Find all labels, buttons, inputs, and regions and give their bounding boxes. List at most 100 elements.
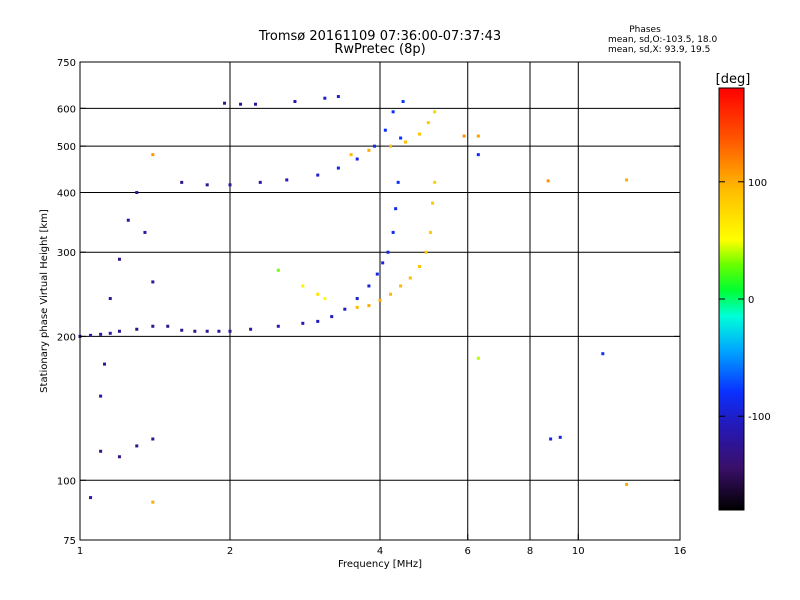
y-tick-label: 75 xyxy=(63,536,76,547)
y-tick-label: 600 xyxy=(57,104,76,115)
point-o-mode xyxy=(108,331,112,335)
point-o-mode xyxy=(89,333,93,337)
point-o-mode xyxy=(166,324,170,328)
point-o-mode xyxy=(367,284,371,288)
point-o-mode xyxy=(401,100,405,104)
point-o-mode xyxy=(249,327,253,331)
point-o-mode xyxy=(558,435,562,439)
point-o-mode xyxy=(151,280,155,284)
point-o-mode xyxy=(135,190,139,194)
point-o-mode xyxy=(391,230,395,234)
point-o-mode xyxy=(117,329,121,333)
point-o-mode xyxy=(180,328,184,332)
point-o-mode xyxy=(253,102,257,106)
grid-lines xyxy=(80,62,680,540)
point-x-mode xyxy=(378,298,382,302)
point-x-mode xyxy=(403,140,407,144)
point-o-mode xyxy=(126,218,130,222)
point-o-mode xyxy=(239,102,243,106)
y-tick-label: 300 xyxy=(57,248,76,259)
x-tick-label: 8 xyxy=(527,546,533,557)
point-x-mode xyxy=(476,356,480,360)
point-o-mode xyxy=(375,272,379,276)
point-x-mode xyxy=(408,276,412,280)
x-axis-label: Frequency [MHz] xyxy=(338,559,422,570)
phase-stats-heading: Phases xyxy=(629,25,661,35)
colorbar-ticks: 100 0 -100 xyxy=(719,178,771,423)
point-o-mode xyxy=(193,329,197,333)
point-x-mode xyxy=(367,148,371,152)
point-o-mode xyxy=(89,496,93,500)
point-x-mode xyxy=(426,121,430,125)
colorbar-tick-label: -100 xyxy=(748,412,771,423)
x-tick-labels: 1 2 4 6 8 10 16 xyxy=(77,546,687,557)
point-o-mode xyxy=(383,128,387,132)
x-tick-label: 4 xyxy=(377,546,383,557)
x-tick-label: 2 xyxy=(227,546,233,557)
point-x-mode xyxy=(546,179,550,183)
point-x-mode xyxy=(389,144,393,148)
x-tick-label: 1 xyxy=(77,546,83,557)
point-o-mode xyxy=(323,96,327,100)
data-points xyxy=(78,95,629,504)
point-x-mode xyxy=(367,304,371,308)
point-o-mode xyxy=(205,183,209,187)
point-o-mode xyxy=(180,180,184,184)
point-x-mode xyxy=(316,292,320,296)
y-tick-label: 500 xyxy=(57,142,76,153)
point-x-mode xyxy=(625,178,629,182)
point-x-mode xyxy=(625,482,629,486)
x-tick-label: 6 xyxy=(465,546,471,557)
y-axis-label: Stationary phase Virtual Height [km] xyxy=(39,209,50,393)
point-x-mode xyxy=(433,180,437,184)
point-o-mode xyxy=(381,261,385,265)
point-x-mode xyxy=(389,292,393,296)
point-x-mode xyxy=(276,268,280,272)
point-o-mode xyxy=(316,173,320,177)
point-x-mode xyxy=(349,153,353,157)
point-x-mode xyxy=(301,284,305,288)
point-o-mode xyxy=(99,394,103,398)
x-tick-label: 16 xyxy=(674,546,687,557)
point-o-mode xyxy=(396,180,400,184)
point-o-mode xyxy=(108,297,112,301)
phase-stats-o: mean, sd,O:-103.5, 18.0 xyxy=(608,35,718,45)
point-x-mode xyxy=(431,201,435,205)
colorbar-tick-label: 0 xyxy=(748,295,754,306)
phase-stats-x: mean, sd,X: 93.9, 19.5 xyxy=(608,45,710,55)
y-tick-label: 200 xyxy=(57,332,76,343)
point-x-mode xyxy=(462,134,466,138)
y-tick-label: 750 xyxy=(57,58,76,69)
point-x-mode xyxy=(355,305,359,309)
point-o-mode xyxy=(223,101,227,105)
point-o-mode xyxy=(228,183,232,187)
point-o-mode xyxy=(301,321,305,325)
point-o-mode xyxy=(391,110,395,114)
point-o-mode xyxy=(103,362,107,366)
colorbar-tick-label: 100 xyxy=(748,178,767,189)
point-o-mode xyxy=(151,324,155,328)
point-o-mode xyxy=(117,257,121,261)
point-o-mode xyxy=(373,144,377,148)
point-o-mode xyxy=(386,250,390,254)
point-x-mode xyxy=(433,110,437,114)
chart-subtitle: RwPretec (8p) xyxy=(334,42,425,57)
point-o-mode xyxy=(285,178,289,182)
point-o-mode xyxy=(293,100,297,104)
point-o-mode xyxy=(355,157,359,161)
point-o-mode xyxy=(399,136,403,140)
point-o-mode xyxy=(151,437,155,441)
point-x-mode xyxy=(428,230,432,234)
point-o-mode xyxy=(343,307,347,311)
point-o-mode xyxy=(336,166,340,170)
point-o-mode xyxy=(276,324,280,328)
point-o-mode xyxy=(330,315,334,319)
point-o-mode xyxy=(549,437,553,441)
point-x-mode xyxy=(399,284,403,288)
point-o-mode xyxy=(117,455,121,459)
y-tick-label: 100 xyxy=(57,476,76,487)
chart-title: Tromsø 20161109 07:36:00-07:37:43 xyxy=(258,29,501,44)
y-tick-labels: 75 100 200 300 400 500 600 750 xyxy=(57,58,76,547)
point-o-mode xyxy=(135,444,139,448)
